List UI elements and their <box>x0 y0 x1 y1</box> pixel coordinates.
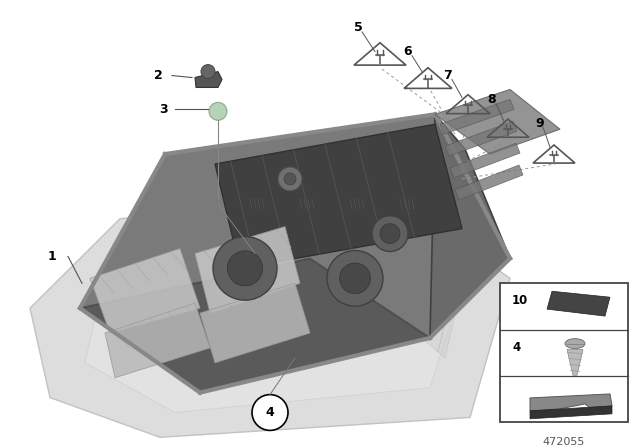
Polygon shape <box>90 249 200 333</box>
Polygon shape <box>567 349 583 375</box>
Polygon shape <box>195 227 300 313</box>
Text: 472055: 472055 <box>543 437 585 448</box>
Circle shape <box>227 251 262 286</box>
Polygon shape <box>215 124 462 268</box>
Polygon shape <box>530 406 612 419</box>
Text: 8: 8 <box>488 93 496 106</box>
Polygon shape <box>547 291 610 316</box>
Circle shape <box>340 263 371 293</box>
Circle shape <box>209 103 227 120</box>
Text: 3: 3 <box>159 103 167 116</box>
Polygon shape <box>450 143 520 178</box>
Polygon shape <box>195 72 222 87</box>
Circle shape <box>213 237 277 300</box>
Circle shape <box>284 173 296 185</box>
Polygon shape <box>85 228 460 413</box>
FancyBboxPatch shape <box>500 283 628 422</box>
Polygon shape <box>30 194 510 437</box>
Text: 9: 9 <box>536 117 544 130</box>
Polygon shape <box>80 114 510 338</box>
Circle shape <box>327 250 383 306</box>
Circle shape <box>278 167 302 191</box>
Text: 10: 10 <box>512 294 528 307</box>
Polygon shape <box>530 394 612 411</box>
Text: 7: 7 <box>444 69 452 82</box>
Circle shape <box>252 395 288 431</box>
Text: 4: 4 <box>512 341 520 354</box>
Polygon shape <box>440 99 514 134</box>
Polygon shape <box>430 114 510 338</box>
Text: 2: 2 <box>154 69 163 82</box>
Polygon shape <box>445 121 517 156</box>
Ellipse shape <box>565 339 585 349</box>
Polygon shape <box>435 90 560 154</box>
Circle shape <box>201 65 215 78</box>
Polygon shape <box>105 303 210 378</box>
Polygon shape <box>200 283 310 363</box>
Circle shape <box>380 224 400 243</box>
Polygon shape <box>80 258 430 392</box>
Text: 4: 4 <box>266 406 275 419</box>
Text: 6: 6 <box>404 45 412 58</box>
Polygon shape <box>455 165 523 200</box>
Text: 1: 1 <box>47 250 56 263</box>
Polygon shape <box>375 238 460 358</box>
Text: 5: 5 <box>354 22 362 34</box>
Circle shape <box>372 215 408 251</box>
